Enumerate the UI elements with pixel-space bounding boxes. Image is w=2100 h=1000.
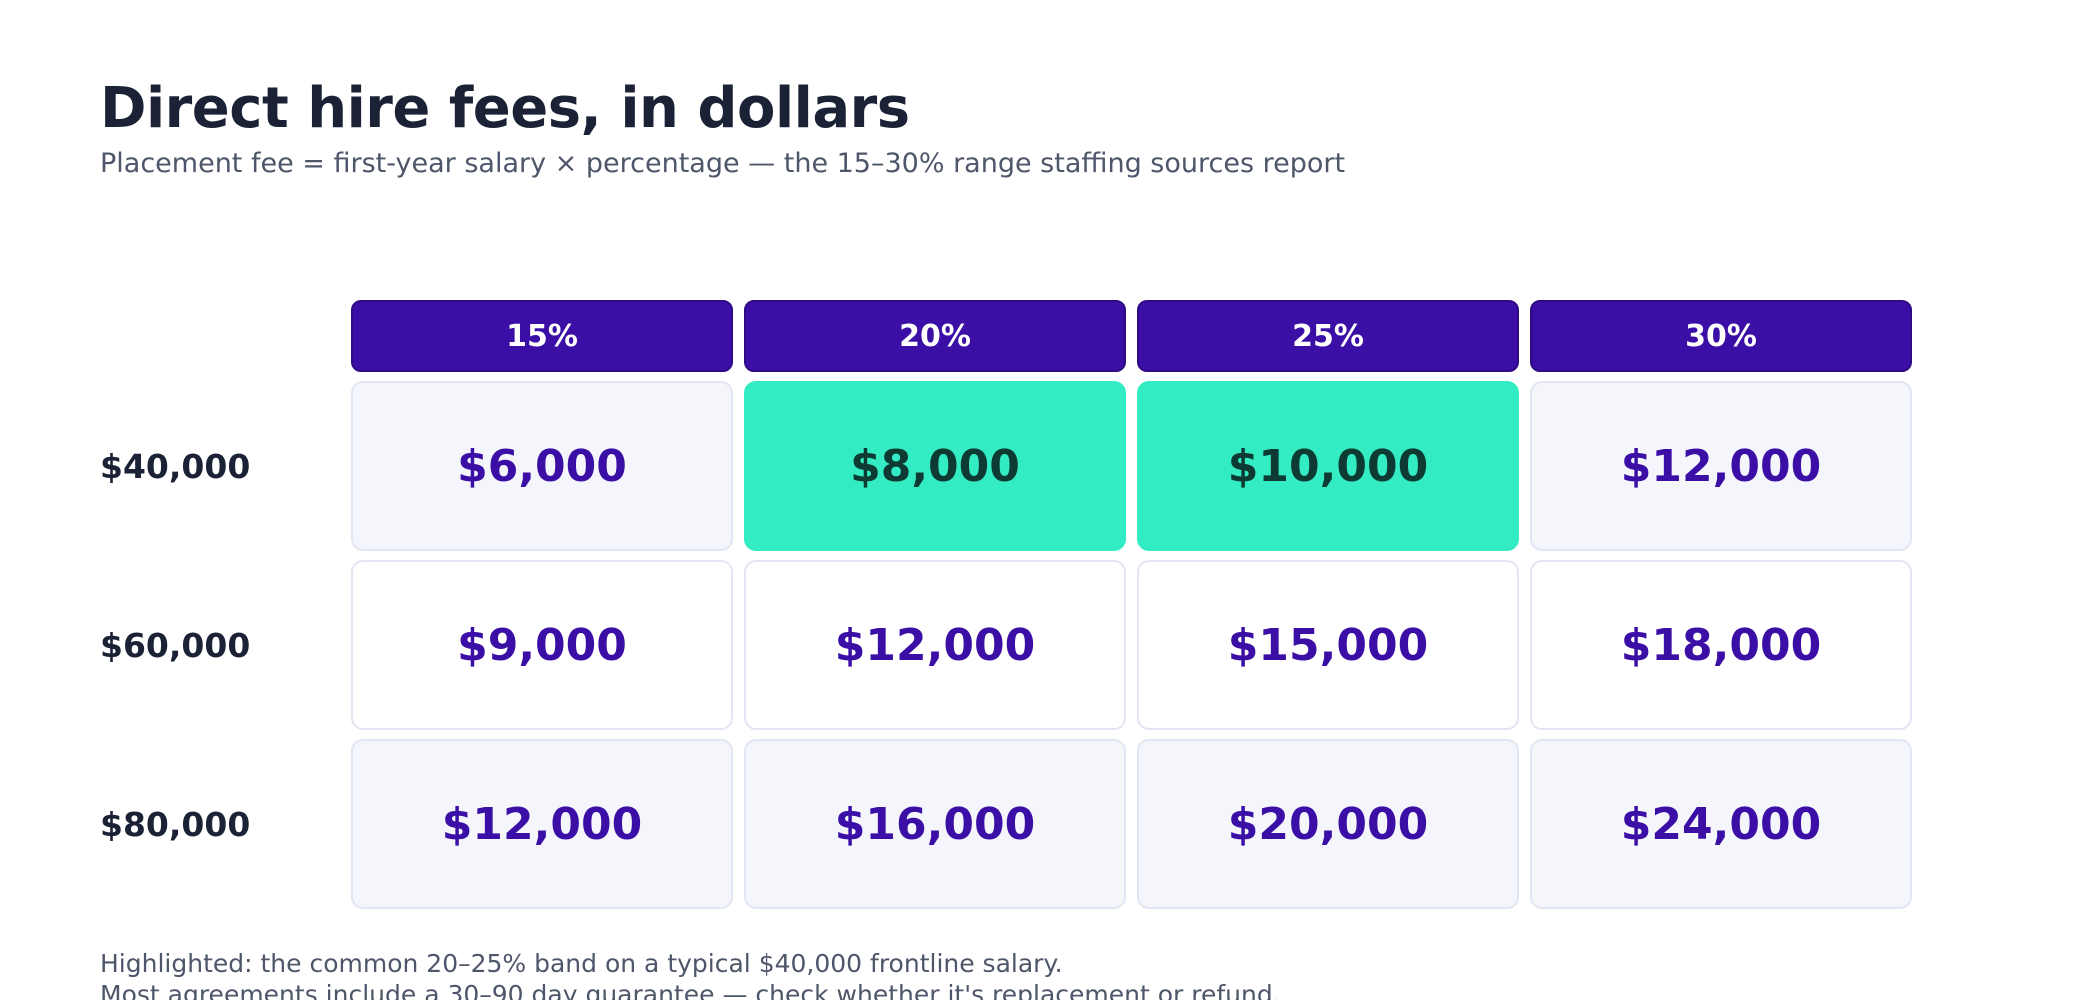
fee-cell: $6,000	[351, 381, 733, 551]
footnotes: Highlighted: the common 20–25% band on a…	[100, 948, 1281, 1000]
fee-table: 15% 20% 25% 30% $40,000 $6,000 $8,000 $10,000 $1…	[100, 300, 1912, 909]
row-label: $40,000	[100, 446, 251, 486]
column-header: 25%	[1137, 300, 1519, 372]
column-header: 20%	[744, 300, 1126, 372]
fee-cell: $12,000	[744, 560, 1126, 730]
fee-cell: $10,000	[1137, 381, 1519, 551]
fee-cell: $9,000	[351, 560, 733, 730]
fee-cell: $12,000	[1530, 381, 1912, 551]
column-header: 30%	[1530, 300, 1912, 372]
fee-cell: $15,000	[1137, 560, 1519, 730]
row-label: $60,000	[100, 625, 251, 665]
fee-cell: $12,000	[351, 739, 733, 909]
row-label: $80,000	[100, 804, 251, 844]
fee-cell: $20,000	[1137, 739, 1519, 909]
chart-subtitle: Placement fee = first-year salary × perc…	[100, 148, 1346, 179]
table-corner	[100, 300, 340, 372]
fee-cell: $8,000	[744, 381, 1126, 551]
footnote-highlight: Highlighted: the common 20–25% band on a…	[100, 949, 1063, 978]
column-header: 15%	[351, 300, 733, 372]
chart-title: Direct hire fees, in dollars	[100, 76, 910, 141]
fee-cell: $16,000	[744, 739, 1126, 909]
fee-cell: $18,000	[1530, 560, 1912, 730]
fee-cell: $24,000	[1530, 739, 1912, 909]
footnote-guarantee: Most agreements include a 30–90 day guar…	[100, 980, 1281, 1000]
